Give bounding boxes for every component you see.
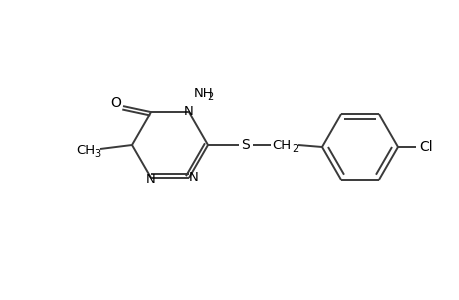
- Text: N: N: [184, 105, 193, 118]
- Text: NH: NH: [194, 87, 213, 100]
- Text: O: O: [110, 96, 121, 110]
- Text: S: S: [241, 138, 250, 152]
- Text: 2: 2: [291, 144, 297, 154]
- Text: Cl: Cl: [418, 140, 432, 154]
- Text: N: N: [146, 173, 156, 186]
- Text: CH: CH: [272, 139, 291, 152]
- Text: 3: 3: [94, 149, 100, 159]
- Text: CH: CH: [76, 143, 95, 157]
- Text: 2: 2: [207, 92, 213, 102]
- Text: N: N: [189, 171, 198, 184]
